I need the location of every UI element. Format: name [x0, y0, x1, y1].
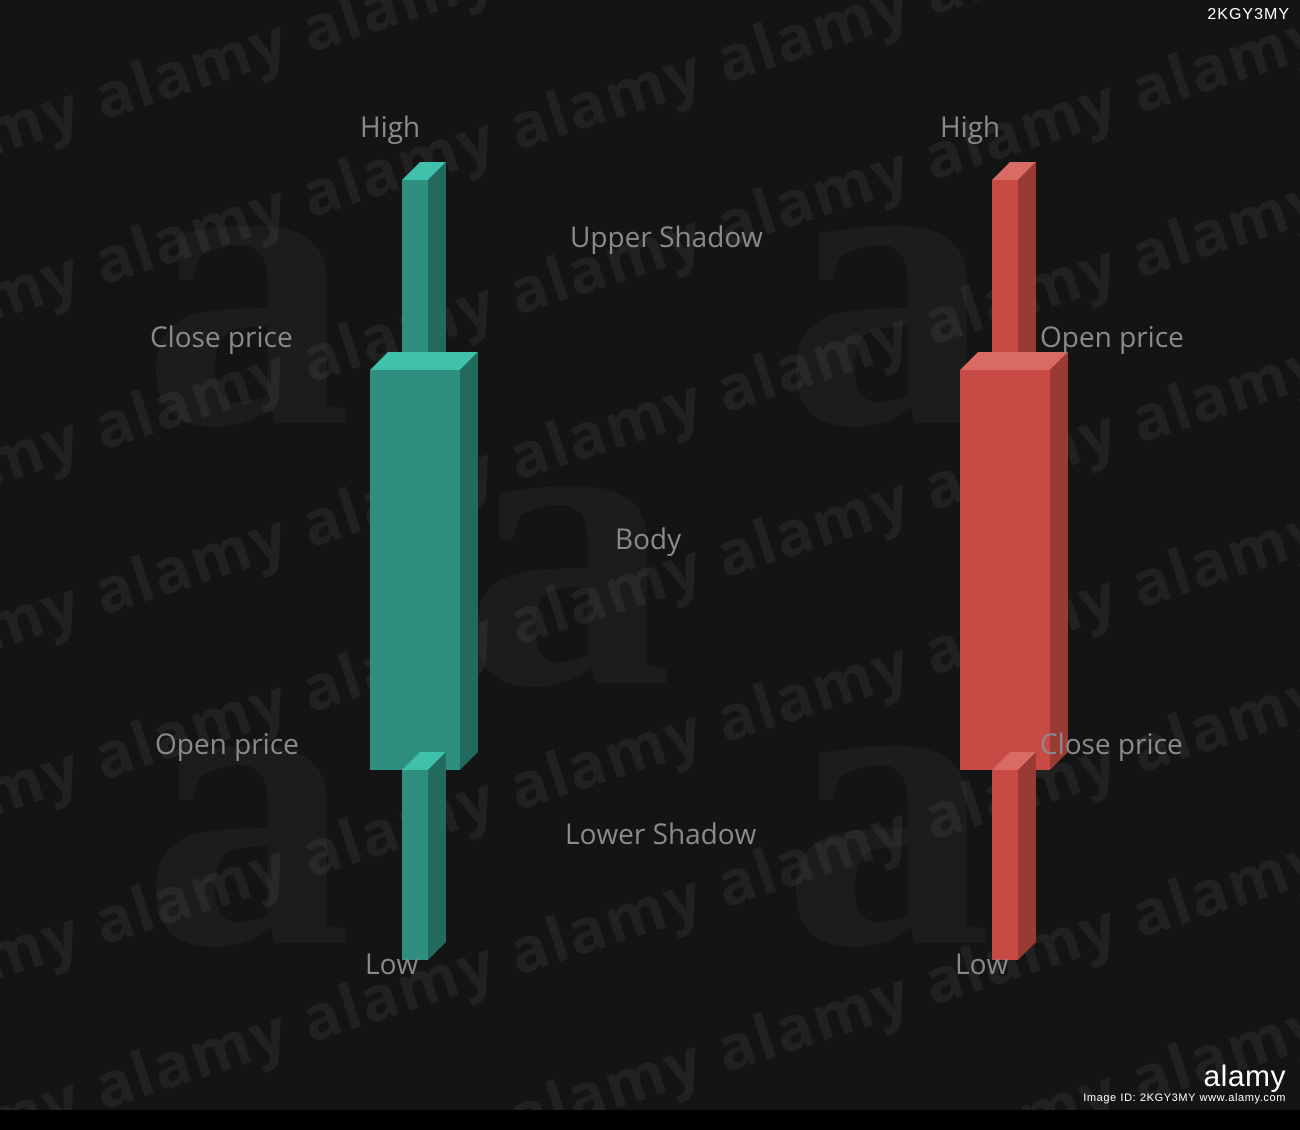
- brand-logo-text: alamy: [1083, 1060, 1286, 1094]
- brand-logo-sub: Image ID: 2KGY3MY www.alamy.com: [1083, 1092, 1286, 1104]
- label-low-left: Low: [365, 945, 418, 983]
- bottom-bar: [0, 1110, 1300, 1130]
- bearish-candle: [930, 150, 1084, 964]
- label-lower-shadow: Lower Shadow: [565, 815, 756, 853]
- label-close-price-left: Close price: [150, 318, 293, 356]
- background: [0, 0, 1300, 1130]
- label-upper-shadow: Upper Shadow: [570, 218, 763, 256]
- brand-logo: alamy Image ID: 2KGY3MY www.alamy.com: [1083, 1060, 1286, 1104]
- label-low-right: Low: [955, 945, 1008, 983]
- label-body: Body: [615, 520, 681, 558]
- label-open-price-left: Open price: [155, 725, 299, 763]
- label-high-right: High: [940, 108, 1000, 146]
- watermark-image-id: 2KGY3MY: [1207, 6, 1290, 24]
- diagram-canvas: alamy alamy alamy alamy alamy alamy alam…: [0, 0, 1300, 1130]
- bullish-candle: [340, 150, 494, 964]
- label-close-price-right: Close price: [1040, 725, 1183, 763]
- label-high-left: High: [360, 108, 420, 146]
- label-open-price-right: Open price: [1040, 318, 1184, 356]
